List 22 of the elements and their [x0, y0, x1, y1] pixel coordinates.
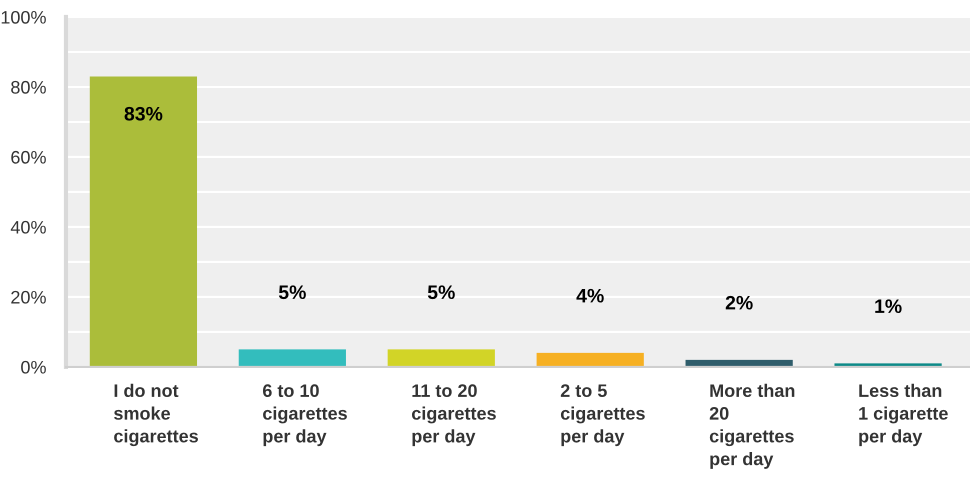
- x-tick-label: 2 to 5 cigarettes per day: [560, 384, 645, 446]
- y-tick-label: 80%: [11, 80, 46, 94]
- x-tick-label: I do not smoke cigarettes: [114, 384, 198, 446]
- y-tick-label: 0%: [21, 360, 46, 374]
- x-tick-label: 6 to 10 cigarettes per day: [263, 384, 347, 446]
- x-tick-label: 11 to 20 cigarettes per day: [412, 384, 496, 446]
- x-tick-label: More than 20 cigarettes per day: [710, 384, 794, 469]
- bar: [238, 349, 346, 367]
- bar: [90, 76, 198, 367]
- y-tick-label: 20%: [11, 290, 46, 304]
- y-tick-label: 100%: [2, 10, 46, 24]
- y-tick-label: 40%: [10, 220, 46, 234]
- data-label: 1%: [875, 299, 902, 314]
- bar: [388, 349, 495, 367]
- y-tick-label: 60%: [11, 150, 46, 164]
- data-label: 83%: [124, 106, 162, 121]
- data-label: 4%: [576, 288, 604, 303]
- x-tick-label: Less than 1 cigarette per day: [859, 384, 948, 446]
- data-label: 5%: [428, 285, 455, 300]
- data-label: 5%: [278, 285, 306, 300]
- data-label: 2%: [726, 296, 753, 310]
- bar: [536, 352, 644, 367]
